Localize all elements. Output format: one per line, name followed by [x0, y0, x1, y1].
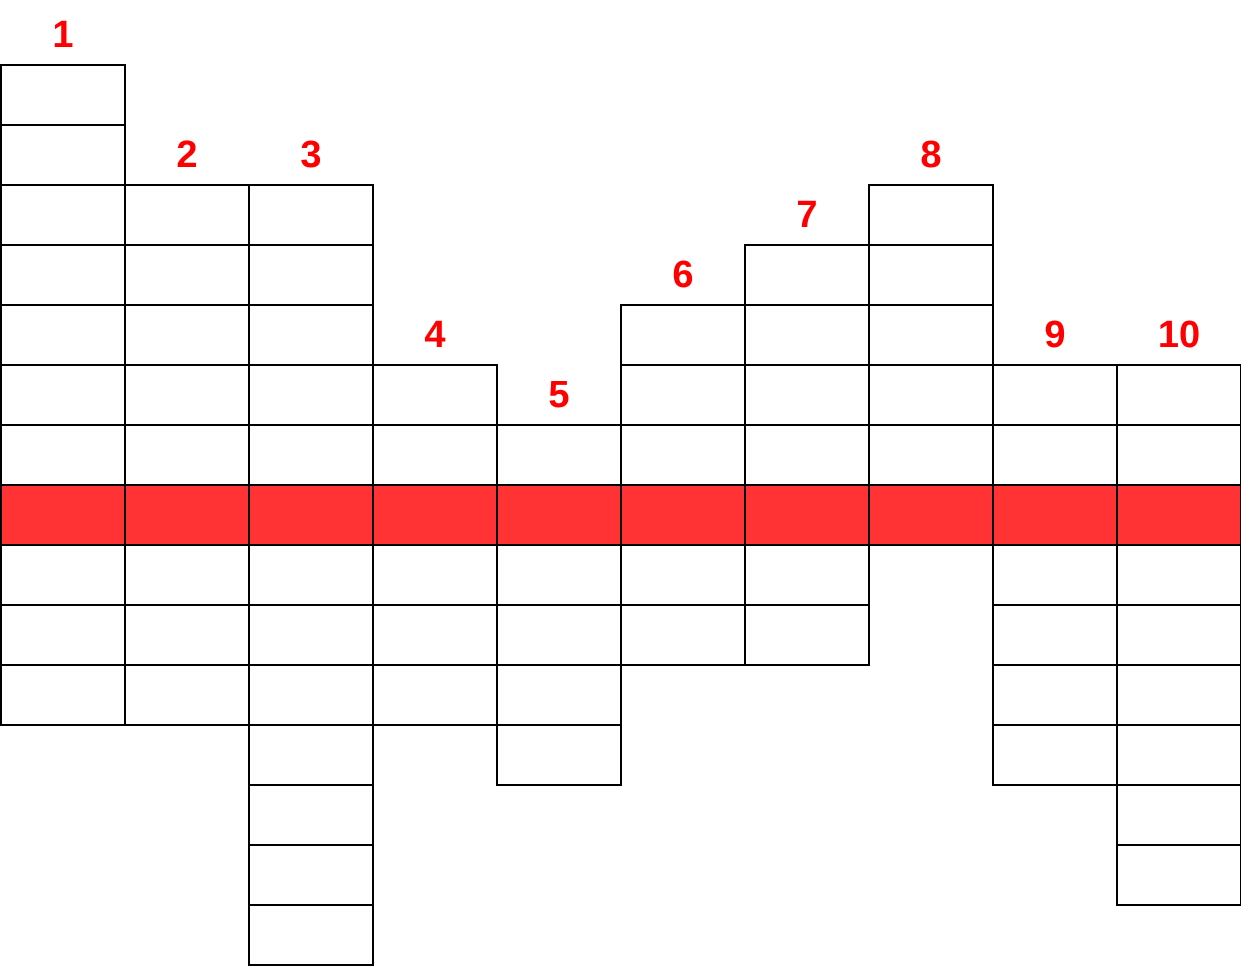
cell[interactable]	[248, 544, 374, 606]
cell[interactable]	[248, 844, 374, 906]
clue-number: 2	[176, 134, 197, 176]
cell[interactable]	[744, 304, 870, 366]
highlight-cell[interactable]	[1116, 484, 1241, 546]
cell[interactable]	[372, 664, 498, 726]
cell[interactable]	[248, 304, 374, 366]
cell[interactable]	[992, 724, 1118, 786]
cell[interactable]	[620, 364, 746, 426]
clue-number: 7	[796, 194, 817, 236]
cell[interactable]	[0, 364, 126, 426]
cell[interactable]	[124, 544, 250, 606]
cell[interactable]	[0, 544, 126, 606]
cell[interactable]	[992, 544, 1118, 606]
cell[interactable]	[868, 424, 994, 486]
clue-number: 3	[300, 134, 321, 176]
cell[interactable]	[372, 604, 498, 666]
cell[interactable]	[992, 424, 1118, 486]
cell[interactable]	[496, 724, 622, 786]
cell[interactable]	[248, 664, 374, 726]
highlight-cell[interactable]	[992, 484, 1118, 546]
clue-number: 1	[52, 14, 73, 56]
cell[interactable]	[1116, 364, 1241, 426]
clue-number: 8	[920, 134, 941, 176]
cell[interactable]	[496, 664, 622, 726]
cell[interactable]	[248, 784, 374, 846]
cell[interactable]	[744, 364, 870, 426]
cell[interactable]	[620, 424, 746, 486]
highlight-cell[interactable]	[0, 484, 126, 546]
cell[interactable]	[0, 124, 126, 186]
highlight-cell[interactable]	[868, 484, 994, 546]
cell[interactable]	[0, 664, 126, 726]
cell[interactable]	[992, 364, 1118, 426]
cell[interactable]	[868, 244, 994, 306]
highlight-cell[interactable]	[248, 484, 374, 546]
cell[interactable]	[1116, 664, 1241, 726]
cell[interactable]	[496, 604, 622, 666]
clue-number: 4	[424, 314, 445, 356]
cell[interactable]	[0, 424, 126, 486]
cell[interactable]	[0, 604, 126, 666]
cell[interactable]	[744, 544, 870, 606]
clue-number: 10	[1158, 314, 1200, 356]
cell[interactable]	[620, 604, 746, 666]
cell[interactable]	[372, 424, 498, 486]
highlight-cell[interactable]	[496, 484, 622, 546]
cell[interactable]	[496, 424, 622, 486]
cell[interactable]	[992, 664, 1118, 726]
highlight-cell[interactable]	[372, 484, 498, 546]
cell[interactable]	[868, 364, 994, 426]
cell[interactable]	[248, 184, 374, 246]
cell[interactable]	[868, 184, 994, 246]
cell[interactable]	[248, 244, 374, 306]
cell[interactable]	[1116, 604, 1241, 666]
cell[interactable]	[620, 544, 746, 606]
cell[interactable]	[1116, 724, 1241, 786]
clue-number: 5	[548, 374, 569, 416]
cell[interactable]	[868, 304, 994, 366]
highlight-cell[interactable]	[620, 484, 746, 546]
clue-number: 6	[672, 254, 693, 296]
cell[interactable]	[744, 424, 870, 486]
cell[interactable]	[248, 724, 374, 786]
cell[interactable]	[744, 604, 870, 666]
cell[interactable]	[124, 604, 250, 666]
cell[interactable]	[248, 604, 374, 666]
cell[interactable]	[372, 544, 498, 606]
cell[interactable]	[496, 544, 622, 606]
cell[interactable]	[124, 664, 250, 726]
cell[interactable]	[124, 424, 250, 486]
cell[interactable]	[124, 304, 250, 366]
cell[interactable]	[248, 424, 374, 486]
cell[interactable]	[372, 364, 498, 426]
cell[interactable]	[0, 244, 126, 306]
highlight-cell[interactable]	[124, 484, 250, 546]
cell[interactable]	[1116, 784, 1241, 846]
cell[interactable]	[124, 184, 250, 246]
cell[interactable]	[1116, 844, 1241, 906]
cell[interactable]	[992, 604, 1118, 666]
cell[interactable]	[0, 64, 126, 126]
cell[interactable]	[0, 184, 126, 246]
highlight-cell[interactable]	[744, 484, 870, 546]
cell[interactable]	[0, 304, 126, 366]
cell[interactable]	[1116, 544, 1241, 606]
cell[interactable]	[124, 364, 250, 426]
cell[interactable]	[248, 904, 374, 966]
cell[interactable]	[620, 304, 746, 366]
cell[interactable]	[124, 244, 250, 306]
cell[interactable]	[248, 364, 374, 426]
cell[interactable]	[1116, 424, 1241, 486]
cell[interactable]	[744, 244, 870, 306]
clue-number: 9	[1044, 314, 1065, 356]
